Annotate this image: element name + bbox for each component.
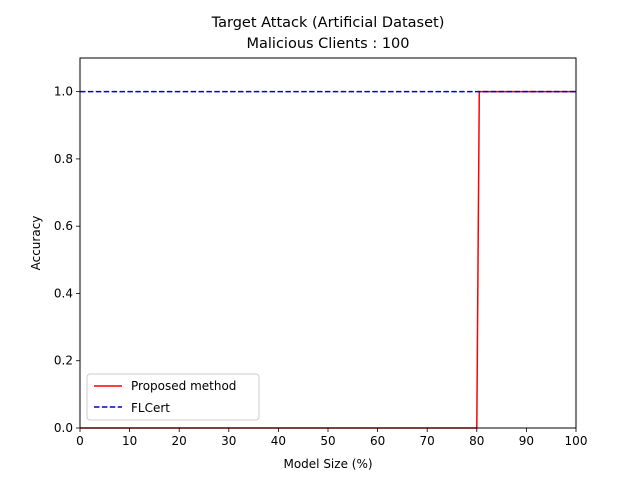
x-axis-label: Model Size (%) bbox=[283, 457, 372, 471]
x-axis-ticks: 0 10 20 30 40 50 60 70 80 90 100 bbox=[76, 428, 587, 448]
y-tick-label: 0.6 bbox=[54, 219, 73, 233]
x-tick-label: 60 bbox=[370, 434, 385, 448]
legend: Proposed method FLCert bbox=[86, 373, 260, 421]
legend-box bbox=[86, 373, 260, 421]
y-tick-label: 0.4 bbox=[54, 286, 73, 300]
legend-label-proposed-method: Proposed method bbox=[131, 379, 236, 393]
legend-label-flcert: FLCert bbox=[131, 401, 170, 415]
chart-title-line-1: Target Attack (Artificial Dataset) bbox=[211, 15, 445, 31]
x-tick-label: 50 bbox=[320, 434, 335, 448]
x-tick-label: 20 bbox=[172, 434, 187, 448]
x-tick-label: 90 bbox=[519, 434, 534, 448]
y-axis-ticks: 0.0 0.2 0.4 0.6 0.8 1.0 bbox=[54, 85, 80, 435]
y-tick-label: 0.0 bbox=[54, 421, 73, 435]
chart-title-line-2: Malicious Clients : 100 bbox=[247, 36, 410, 52]
y-tick-label: 0.2 bbox=[54, 354, 73, 368]
x-tick-label: 40 bbox=[271, 434, 286, 448]
x-tick-label: 10 bbox=[122, 434, 137, 448]
y-tick-label: 0.8 bbox=[54, 152, 73, 166]
x-tick-label: 0 bbox=[76, 434, 84, 448]
x-tick-label: 70 bbox=[420, 434, 435, 448]
x-tick-label: 30 bbox=[221, 434, 236, 448]
y-axis-label: Accuracy bbox=[29, 216, 43, 271]
y-tick-label: 1.0 bbox=[54, 85, 73, 99]
x-tick-label: 100 bbox=[565, 434, 588, 448]
x-tick-label: 80 bbox=[469, 434, 484, 448]
